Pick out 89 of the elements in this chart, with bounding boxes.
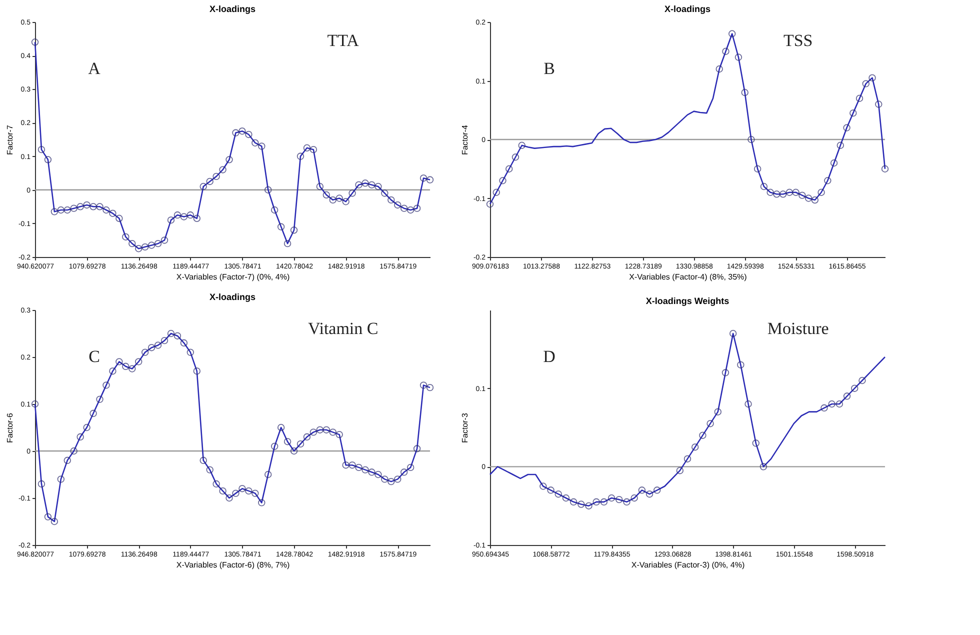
point (843, 124, 850, 132)
point (811, 196, 819, 204)
point (754, 165, 762, 172)
point (716, 65, 723, 73)
point (820, 404, 828, 412)
point (630, 494, 638, 502)
point (851, 384, 858, 392)
point (858, 376, 866, 384)
point (786, 188, 794, 196)
point (512, 154, 520, 161)
x-axis-title: X-Variables (Factor-7) (0%, 4%) (176, 272, 290, 282)
point (600, 498, 608, 506)
point (578, 500, 585, 508)
point (830, 159, 838, 167)
annotation: C (88, 347, 100, 366)
point (570, 498, 578, 506)
point (734, 54, 742, 61)
point (492, 188, 500, 196)
point (646, 490, 654, 498)
line-series (489, 332, 886, 506)
point (760, 463, 768, 470)
annotation: Vitamin C (308, 318, 378, 338)
point (506, 165, 513, 172)
point (554, 490, 562, 498)
point (608, 494, 616, 502)
point (824, 177, 832, 184)
point (850, 109, 857, 117)
point (773, 190, 780, 198)
point (766, 188, 774, 196)
point (623, 498, 630, 506)
point (881, 165, 889, 172)
chart-title: X-loadings Weights (646, 296, 730, 306)
point (741, 88, 748, 96)
point (722, 369, 730, 376)
point (722, 48, 730, 55)
chart-title: X-loadings (209, 4, 256, 14)
point (728, 30, 736, 38)
point (654, 486, 661, 494)
point (792, 188, 800, 196)
point (676, 466, 684, 474)
point (779, 190, 787, 198)
point (828, 400, 836, 408)
annotation: TTA (327, 30, 360, 50)
x-axis-title: X-Variables (Factor-4) (8%, 35%) (629, 272, 748, 282)
chart-title: X-loadings (664, 4, 711, 14)
y-axis-title: Factor-6 (5, 412, 14, 443)
point (798, 192, 806, 199)
point (748, 136, 755, 144)
point (691, 443, 699, 451)
point (714, 408, 722, 416)
annotation: B (544, 59, 555, 78)
point (836, 142, 844, 149)
point (752, 440, 760, 447)
point (486, 200, 494, 208)
point (875, 100, 882, 108)
annotation: A (88, 59, 102, 78)
point (540, 482, 547, 490)
annotation: D (543, 347, 556, 366)
point (818, 188, 825, 196)
annotation: Moisture (767, 318, 829, 338)
point (843, 392, 851, 400)
point (737, 361, 744, 368)
chart-title: X-loadings (209, 292, 256, 302)
point (856, 94, 864, 102)
point (562, 494, 570, 502)
y-axis-title: Factor-7 (5, 124, 14, 155)
point (836, 400, 844, 408)
point (862, 80, 870, 88)
point (547, 486, 554, 494)
x-axis-title: X-Variables (Factor-3) (0%, 4%) (631, 560, 745, 570)
point (518, 142, 526, 149)
point (499, 177, 506, 184)
point (616, 496, 623, 504)
point (684, 455, 692, 462)
x-axis-title: X-Variables (Factor-6) (8%, 7%) (176, 560, 290, 570)
point (585, 502, 592, 510)
point (638, 486, 646, 494)
point (744, 400, 752, 408)
annotation: TSS (783, 30, 813, 50)
y-axis-title: Factor-4 (460, 124, 470, 155)
point (868, 74, 876, 82)
point (592, 498, 600, 506)
y-axis-title: Factor-3 (460, 412, 470, 443)
point (706, 420, 714, 428)
point (729, 330, 737, 338)
line-series (489, 33, 886, 205)
point (804, 194, 812, 202)
point (699, 432, 706, 439)
point (760, 182, 768, 190)
